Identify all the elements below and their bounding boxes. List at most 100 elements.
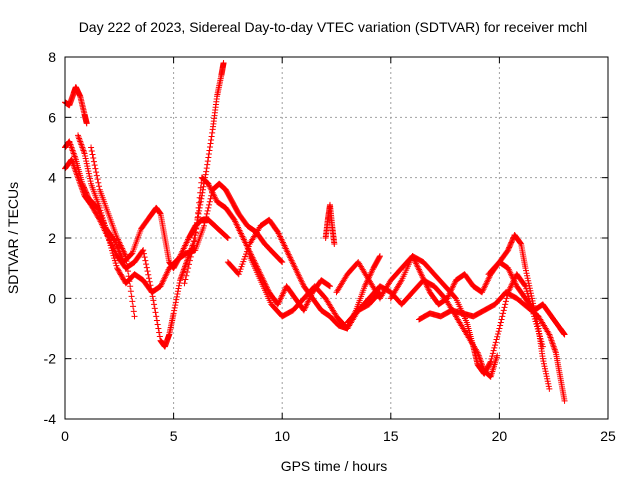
data-point bbox=[529, 297, 536, 304]
series-track-13 bbox=[416, 289, 568, 404]
data-point bbox=[244, 246, 251, 253]
data-point bbox=[206, 198, 213, 205]
data-point bbox=[94, 213, 101, 220]
data-point bbox=[531, 307, 538, 314]
data-point bbox=[130, 303, 137, 310]
data-point bbox=[193, 219, 200, 226]
data-point bbox=[156, 333, 163, 340]
data-point bbox=[109, 250, 116, 257]
data-point bbox=[242, 253, 249, 260]
data-point bbox=[203, 210, 210, 217]
data-point bbox=[209, 129, 216, 136]
data-point bbox=[113, 262, 120, 269]
data-point bbox=[82, 188, 89, 195]
data-point bbox=[108, 245, 115, 252]
data-point bbox=[490, 347, 497, 354]
data-point bbox=[127, 283, 134, 290]
data-point bbox=[142, 257, 149, 264]
x-tick-label: 25 bbox=[600, 428, 616, 444]
data-point bbox=[86, 173, 93, 180]
data-point bbox=[243, 248, 250, 255]
data-point bbox=[195, 210, 202, 217]
data-point bbox=[207, 195, 214, 202]
data-point bbox=[526, 295, 533, 302]
data-point bbox=[522, 283, 529, 290]
data-point bbox=[126, 278, 133, 285]
data-point bbox=[124, 268, 131, 275]
data-point bbox=[517, 240, 524, 247]
data-point bbox=[128, 250, 135, 257]
data-point bbox=[85, 170, 92, 177]
data-point bbox=[561, 397, 568, 404]
data-point bbox=[507, 240, 514, 247]
data-point bbox=[139, 248, 146, 255]
grid-lines bbox=[65, 57, 608, 419]
data-point bbox=[116, 268, 123, 275]
data-point bbox=[326, 282, 333, 289]
data-point bbox=[80, 183, 87, 190]
data-point bbox=[204, 158, 211, 165]
data-point bbox=[200, 183, 207, 190]
data-point bbox=[114, 265, 121, 272]
data-point bbox=[194, 214, 201, 221]
series-track-14 bbox=[485, 231, 553, 392]
data-point bbox=[93, 169, 100, 176]
data-point bbox=[196, 194, 203, 201]
data-point bbox=[83, 189, 90, 196]
data-point bbox=[202, 216, 209, 223]
data-point bbox=[141, 254, 148, 261]
data-point bbox=[94, 176, 101, 183]
data-point bbox=[239, 261, 246, 268]
data-point bbox=[145, 271, 152, 278]
data-point bbox=[83, 120, 90, 127]
x-tick-label: 20 bbox=[492, 428, 508, 444]
data-point bbox=[500, 310, 507, 317]
data-point bbox=[530, 300, 537, 307]
data-point bbox=[124, 263, 131, 270]
data-point bbox=[523, 288, 530, 295]
data-point bbox=[543, 370, 550, 377]
series-track-4 bbox=[75, 132, 286, 296]
data-point bbox=[206, 147, 213, 154]
data-point bbox=[95, 179, 102, 186]
data-point bbox=[83, 160, 90, 167]
data-point bbox=[487, 358, 494, 365]
data-point bbox=[238, 263, 245, 270]
data-point bbox=[81, 185, 88, 192]
data-point bbox=[240, 258, 247, 265]
data-point bbox=[505, 245, 512, 252]
data-point bbox=[184, 268, 191, 275]
data-point bbox=[491, 344, 498, 351]
data-point bbox=[100, 217, 107, 224]
data-point bbox=[526, 285, 533, 292]
data-point bbox=[509, 237, 516, 244]
data-point bbox=[279, 259, 286, 266]
data-point bbox=[492, 342, 499, 349]
data-point bbox=[93, 172, 100, 179]
data-point bbox=[125, 273, 132, 280]
chart-title: Day 222 of 2023, Sidereal Day-to-day VTE… bbox=[79, 19, 588, 35]
data-point bbox=[530, 302, 537, 309]
data-point bbox=[540, 358, 547, 365]
data-point bbox=[526, 282, 533, 289]
x-tick-label: 15 bbox=[383, 428, 399, 444]
data-point bbox=[82, 155, 89, 162]
data-point bbox=[104, 232, 111, 239]
data-point bbox=[506, 243, 513, 250]
data-point bbox=[545, 383, 552, 390]
data-point bbox=[88, 148, 95, 155]
x-tick-label: 0 bbox=[61, 428, 69, 444]
data-point bbox=[130, 308, 137, 315]
data-point bbox=[528, 295, 535, 302]
data-point bbox=[206, 201, 213, 208]
series-track-9 bbox=[322, 201, 338, 248]
series-track-1 bbox=[62, 84, 90, 127]
data-point bbox=[127, 288, 134, 295]
data-point bbox=[542, 368, 549, 375]
data-point bbox=[131, 313, 138, 320]
data-point bbox=[224, 235, 231, 241]
data-point bbox=[90, 155, 97, 162]
data-point bbox=[494, 331, 501, 338]
data-point bbox=[101, 222, 108, 229]
data-point bbox=[153, 313, 160, 320]
